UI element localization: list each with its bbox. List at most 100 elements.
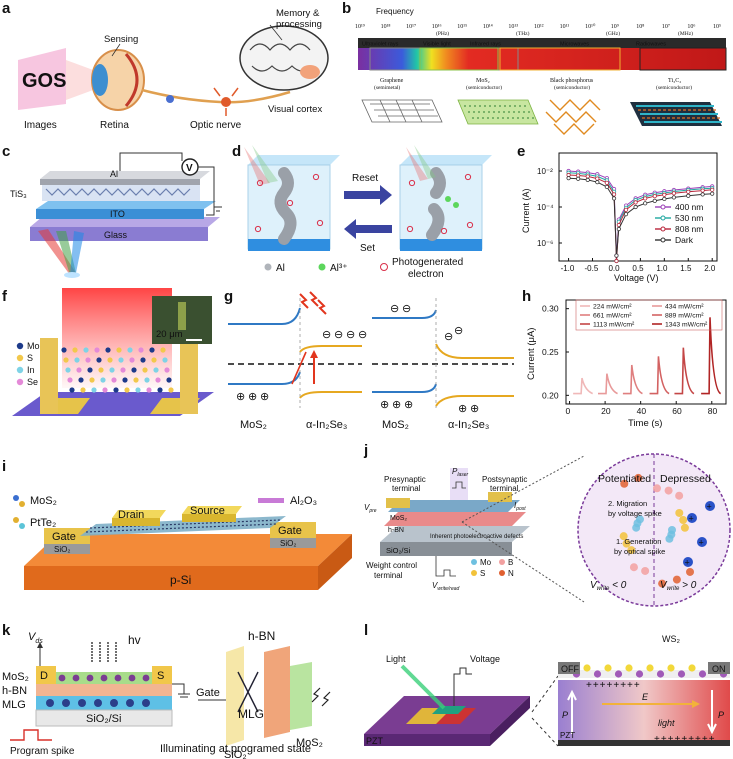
atom [149, 347, 155, 353]
ptte2-legend-dot [19, 523, 25, 529]
substrate-top [380, 526, 530, 542]
synapse-diagram: Presynaptic terminal Postsynaptic termin… [364, 453, 731, 607]
light-beam [406, 147, 428, 181]
data-point [671, 195, 677, 200]
data-point [604, 184, 609, 190]
frequency-tick-label: 10¹² [534, 24, 544, 30]
al-top [40, 171, 210, 179]
se-legend-dot [16, 378, 24, 386]
atom [89, 377, 95, 383]
mlg-label: MLG [2, 699, 26, 711]
data-point [604, 180, 609, 185]
mos2-legend-dot [13, 495, 19, 501]
migration-label-2: by voltage spike [608, 509, 662, 518]
al-layer [40, 179, 200, 185]
sio2-band [226, 646, 244, 746]
ground-symbol [172, 683, 190, 698]
electron [46, 699, 54, 707]
source-label: Source [190, 505, 225, 517]
x-tick-label: 1.5 [680, 264, 692, 273]
program-label: Program spike [10, 746, 75, 757]
voltage-pulse-icon [453, 667, 472, 706]
charge-symbol: ⊕ [260, 391, 269, 403]
atom [646, 664, 654, 672]
atom [625, 664, 633, 672]
b-legend-dot [499, 559, 505, 565]
reset-label: Reset [352, 173, 378, 184]
data-point [662, 192, 667, 197]
pzt-zoom [558, 680, 730, 746]
plus-charges-bottom: +++++++++ [654, 734, 716, 745]
sio2-left-label: SiO₂ [54, 545, 70, 554]
frequency-tick-label: 10¹¹ [560, 24, 570, 30]
hole [86, 674, 94, 682]
x-tick-label: 0.0 [608, 264, 620, 273]
legend-label: 530 nm [675, 213, 703, 223]
image-text: GOS [22, 70, 66, 92]
frequency-tick-label: 10¹⁴ [483, 24, 493, 30]
panel-label: i [2, 458, 7, 475]
sio2-right-label: SiO₂ [280, 539, 296, 548]
legend-marker [660, 237, 666, 243]
s-legend-dot [16, 354, 24, 362]
reset-arrow [344, 185, 392, 205]
pulse-trace [701, 317, 722, 395]
drain-label: D [40, 670, 48, 682]
ito-label: ITO [110, 209, 125, 219]
ito-top [36, 201, 216, 209]
data-point [611, 196, 617, 201]
graphene-sub: (semimetal) [374, 84, 400, 91]
charge-symbol: ⊖ [402, 303, 411, 315]
neuron [166, 95, 174, 103]
legend-marker [660, 226, 666, 232]
band-ir: Infrared rays [470, 42, 501, 48]
atom [664, 486, 673, 495]
atom [164, 367, 170, 373]
atom [641, 566, 650, 575]
plus-ion [687, 513, 697, 523]
light-zoom-label: light [658, 718, 675, 728]
illum-caption: Illuminating at programed state [160, 743, 312, 755]
e-label: E [642, 692, 649, 702]
zoom-atoms: + + + + [619, 473, 715, 588]
frequency-label: Frequency [376, 7, 414, 16]
sio2si-label: SiO₂/Si [386, 546, 411, 555]
mos2-range [419, 47, 499, 71]
atom [144, 377, 150, 383]
tis3-chains [45, 188, 191, 196]
light-ray [70, 231, 84, 275]
charge-symbol: ⊖ [444, 331, 453, 343]
vwr-label: Vwrite/read [432, 581, 460, 592]
data-point [652, 194, 657, 199]
iris [92, 64, 108, 96]
sensing-label: Sensing [104, 34, 138, 45]
ptte2-legend-dot [13, 517, 19, 523]
panel-label: e [517, 143, 526, 160]
voltmeter-label: V [186, 163, 193, 174]
atom [142, 367, 148, 373]
pulse-trace [674, 347, 695, 395]
mos2-band [290, 662, 312, 730]
bp-sub: (semiconductor) [554, 84, 590, 91]
n-legend-dot [499, 570, 505, 576]
al2o3-legend-swatch [258, 498, 284, 503]
mlg-layer [36, 696, 172, 710]
plus-ion [683, 557, 693, 567]
al-label: Al [110, 169, 118, 179]
panel-label: f [2, 288, 7, 305]
electron-legend-label-2: electron [408, 269, 444, 280]
frequency-tick-label: 10¹⁷ [406, 24, 416, 30]
sio2-right-layer [270, 538, 316, 548]
band-visible: Visible light [423, 42, 451, 48]
atom [94, 347, 100, 353]
cb-mos2-right [372, 309, 437, 319]
light-beam [252, 145, 278, 183]
legend-label: 1113 mW/cm² [593, 322, 635, 329]
y-tick-label: 10⁻⁶ [537, 239, 553, 248]
hole [72, 674, 80, 682]
pulse-trace [649, 356, 670, 395]
atom [146, 387, 152, 393]
atom [138, 347, 144, 353]
set-arrow [344, 219, 392, 239]
mos2-legend-dot [19, 501, 25, 507]
